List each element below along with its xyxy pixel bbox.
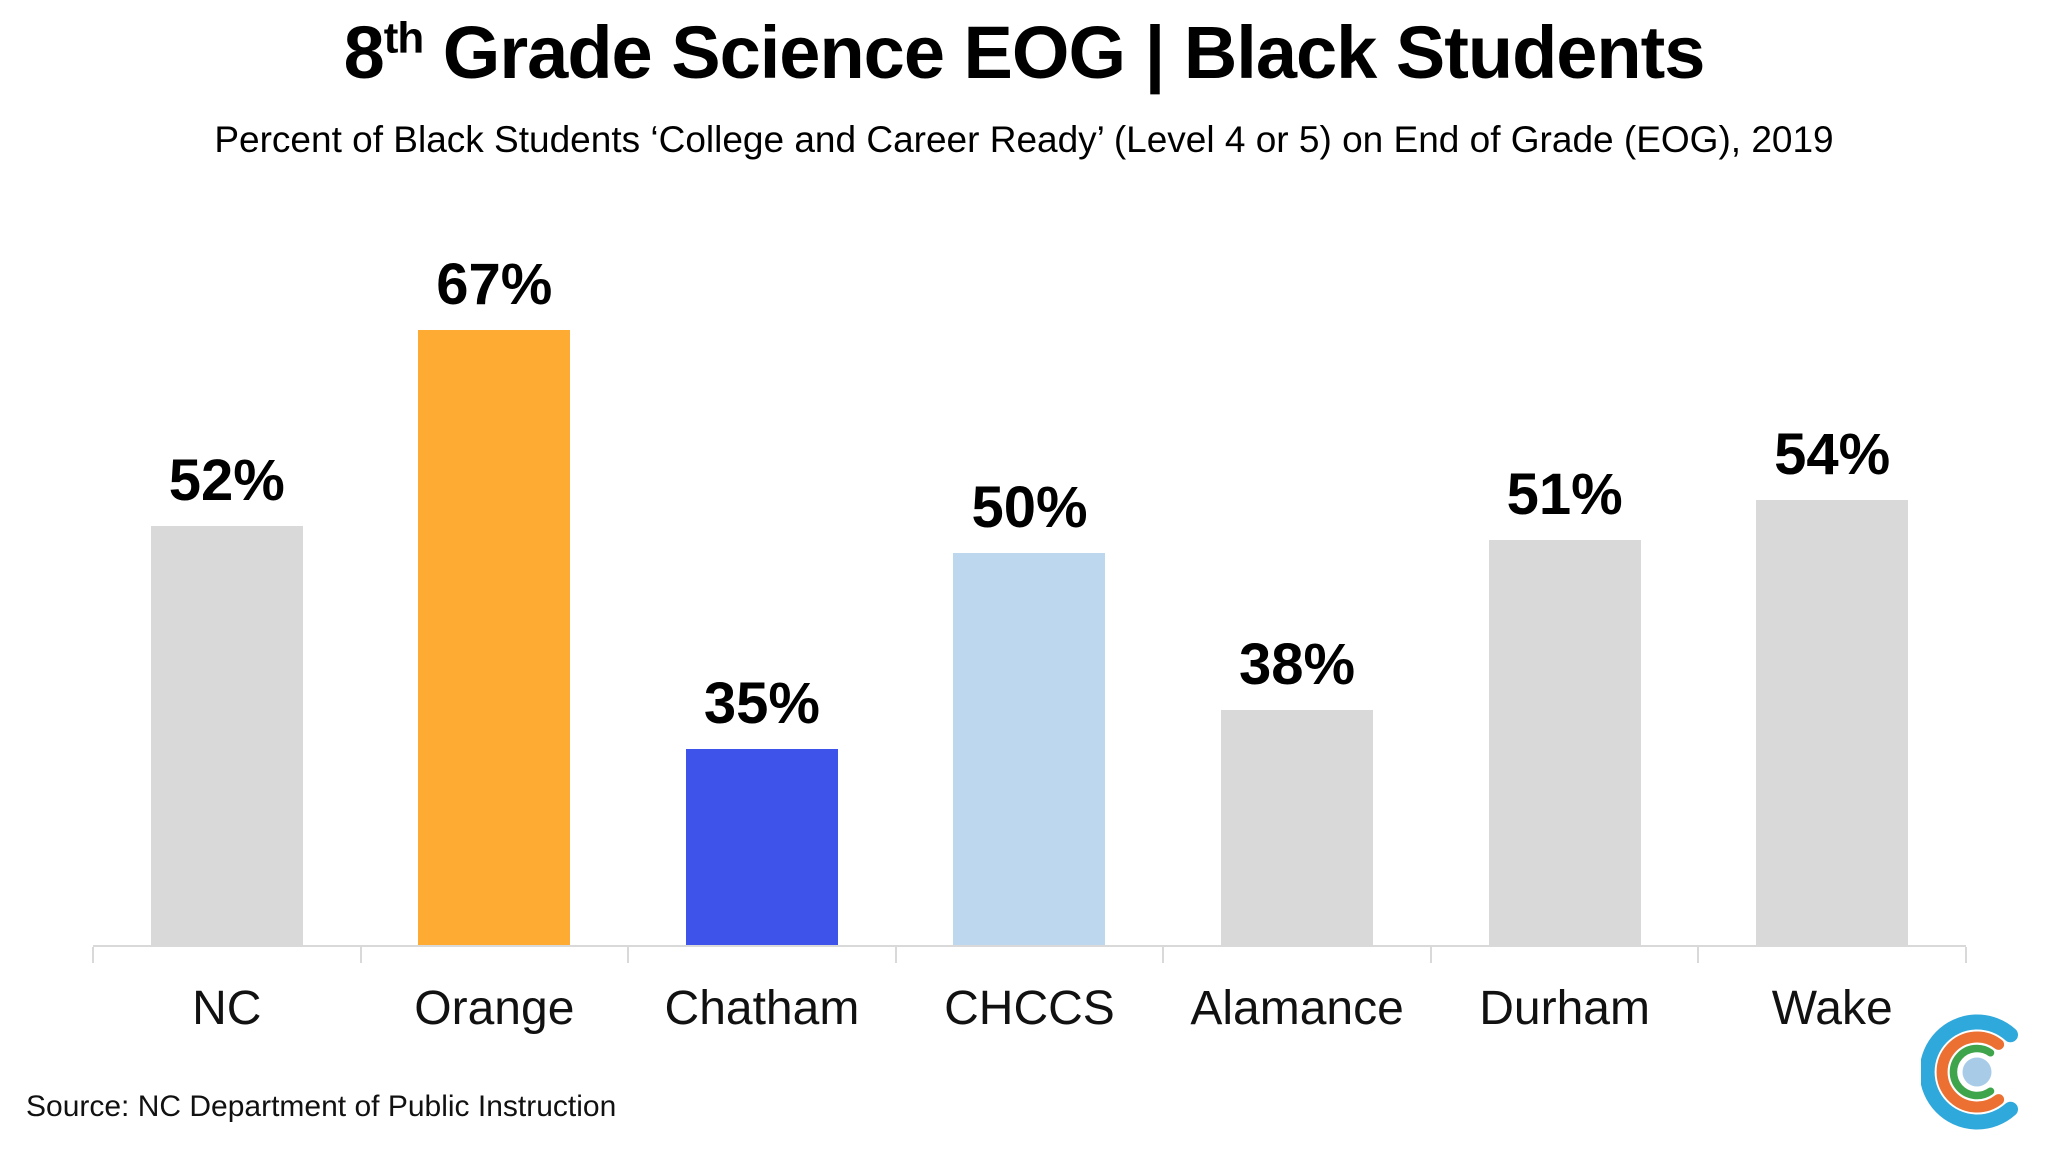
bar-chatham <box>685 749 838 945</box>
bar-value-label-nc: 52% <box>168 448 285 513</box>
bar-value-label-orange: 67% <box>436 252 553 317</box>
x-axis-tick <box>360 947 362 963</box>
x-axis-tick <box>1162 947 1164 963</box>
x-axis-label-durham: Durham <box>1479 982 1650 1035</box>
x-axis-line <box>93 945 1966 947</box>
bar-value-label-durham: 51% <box>1506 462 1623 527</box>
logo-inner-arc <box>1949 1044 1995 1100</box>
logo-middle-arc <box>1936 1031 2005 1113</box>
chart-title: 8th Grade Science EOG | Black Students <box>0 10 2048 95</box>
bar-value-label-wake: 54% <box>1774 422 1891 487</box>
bar-slot-orange: 67% <box>361 0 629 945</box>
chart-title-rest: Grade Science EOG | Black Students <box>423 11 1706 94</box>
x-axis-tick <box>627 947 629 963</box>
x-axis-label-orange: Orange <box>414 982 575 1035</box>
x-axis-label-chatham: Chatham <box>664 982 860 1035</box>
bar-nc <box>150 526 303 945</box>
x-axis-tick <box>895 947 897 963</box>
logo-center-dot <box>1962 1057 1992 1087</box>
x-axis-tick <box>92 947 94 963</box>
chart-title-superscript: th <box>383 13 425 63</box>
x-axis-label-nc: NC <box>192 982 262 1035</box>
x-axis-labels: NC Orange Chatham CHCCS Alamance Durham Wake <box>93 982 1966 1043</box>
x-axis-tick <box>1430 947 1432 963</box>
bar-slot-durham: 51% <box>1431 0 1699 945</box>
x-axis-tick <box>1965 947 1967 963</box>
x-axis-label-alamance: Alamance <box>1190 982 1404 1035</box>
bar-chccs <box>953 553 1106 945</box>
x-axis-tick <box>1697 947 1699 963</box>
chart-subtitle: Percent of Black Students ‘College and C… <box>214 119 1834 160</box>
bar-slot-chccs: 50% <box>896 0 1164 945</box>
chart-title-prefix: 8 <box>343 11 385 94</box>
bar-durham <box>1488 540 1641 945</box>
bar-orange <box>418 330 571 945</box>
bar-slot-nc: 52% <box>93 0 361 945</box>
bar-slot-chatham: 35% <box>628 0 896 945</box>
source-note: Source: NC Department of Public Instruct… <box>26 1090 617 1123</box>
bar-value-label-chccs: 50% <box>971 475 1088 540</box>
bar-wake <box>1756 500 1909 945</box>
logo-outer-arc <box>1921 1014 2018 1130</box>
x-axis-label-chccs: CHCCS <box>944 982 1115 1035</box>
bar-slot-wake: 54% <box>1698 0 1966 945</box>
bar-value-label-chatham: 35% <box>703 671 820 736</box>
plot-area: 52% 67% 35% 50% 38% 51% 54% <box>93 0 1966 945</box>
organization-logo <box>1921 1014 2018 1130</box>
bar-value-label-alamance: 38% <box>1239 632 1356 697</box>
bar-slot-alamance: 38% <box>1163 0 1431 945</box>
bar-alamance <box>1221 710 1374 945</box>
x-axis-label-wake: Wake <box>1771 982 1893 1035</box>
